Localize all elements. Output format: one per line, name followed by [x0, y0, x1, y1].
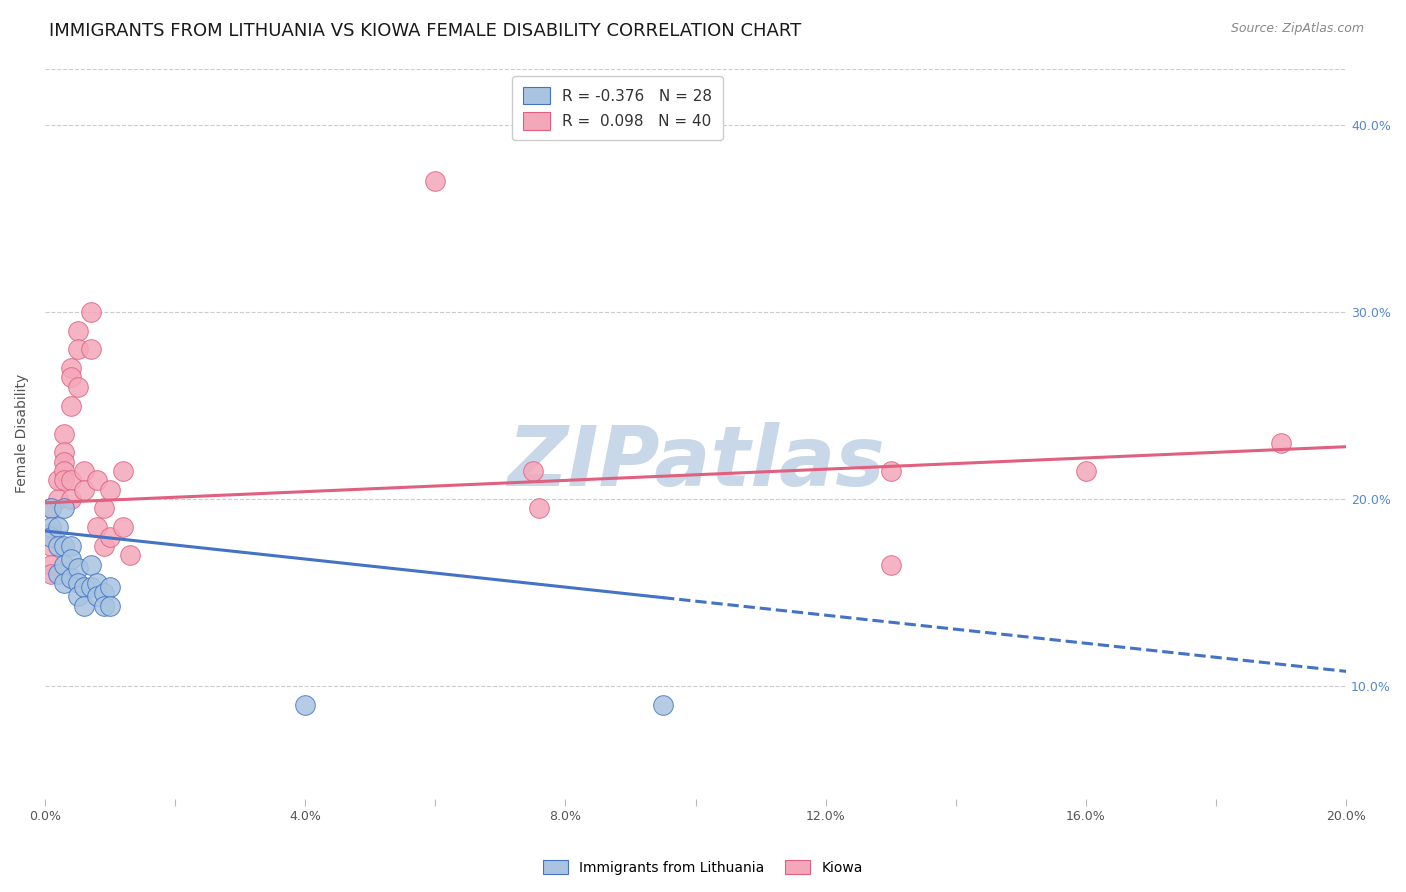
- Text: Source: ZipAtlas.com: Source: ZipAtlas.com: [1230, 22, 1364, 36]
- Point: [98, 530, 121, 544]
- Point: [1270, 436, 1292, 450]
- Point: [41, 539, 63, 553]
- Point: [41, 501, 63, 516]
- Point: [41, 501, 63, 516]
- Point: [53, 455, 76, 469]
- Point: [53, 501, 76, 516]
- Point: [93, 599, 115, 613]
- Point: [53, 474, 76, 488]
- Point: [46, 474, 69, 488]
- Point: [59, 370, 82, 384]
- Point: [118, 549, 141, 563]
- Point: [53, 464, 76, 478]
- Point: [66, 324, 89, 338]
- Point: [59, 399, 82, 413]
- Point: [59, 492, 82, 507]
- Point: [93, 585, 115, 599]
- Point: [59, 474, 82, 488]
- Point: [59, 361, 82, 376]
- Point: [46, 520, 69, 534]
- Point: [98, 483, 121, 497]
- Point: [86, 520, 108, 534]
- Point: [529, 501, 551, 516]
- Point: [66, 590, 89, 604]
- Point: [425, 174, 447, 188]
- Point: [66, 380, 89, 394]
- Point: [112, 520, 135, 534]
- Legend: R = -0.376   N = 28, R =  0.098   N = 40: R = -0.376 N = 28, R = 0.098 N = 40: [512, 76, 723, 140]
- Point: [652, 698, 675, 712]
- Point: [59, 552, 82, 566]
- Point: [1074, 464, 1097, 478]
- Point: [86, 576, 108, 591]
- Point: [79, 580, 101, 594]
- Point: [59, 539, 82, 553]
- Point: [294, 698, 316, 712]
- Point: [880, 464, 903, 478]
- Point: [86, 474, 108, 488]
- Point: [53, 558, 76, 572]
- Point: [41, 567, 63, 582]
- Point: [73, 580, 96, 594]
- Point: [522, 464, 544, 478]
- Point: [53, 539, 76, 553]
- Point: [112, 464, 135, 478]
- Point: [98, 580, 121, 594]
- Point: [53, 426, 76, 441]
- Text: IMMIGRANTS FROM LITHUANIA VS KIOWA FEMALE DISABILITY CORRELATION CHART: IMMIGRANTS FROM LITHUANIA VS KIOWA FEMAL…: [49, 22, 801, 40]
- Point: [41, 520, 63, 534]
- Point: [66, 576, 89, 591]
- Point: [79, 305, 101, 319]
- Point: [41, 558, 63, 572]
- Point: [41, 530, 63, 544]
- Point: [53, 576, 76, 591]
- Point: [66, 343, 89, 357]
- Text: ZIPatlas: ZIPatlas: [506, 422, 884, 503]
- Y-axis label: Female Disability: Female Disability: [15, 374, 30, 493]
- Point: [93, 501, 115, 516]
- Point: [86, 590, 108, 604]
- Point: [46, 539, 69, 553]
- Point: [880, 558, 903, 572]
- Point: [79, 343, 101, 357]
- Point: [59, 571, 82, 585]
- Point: [46, 492, 69, 507]
- Point: [98, 599, 121, 613]
- Point: [79, 558, 101, 572]
- Point: [41, 525, 63, 540]
- Point: [73, 464, 96, 478]
- Point: [66, 561, 89, 575]
- Point: [53, 445, 76, 459]
- Point: [73, 599, 96, 613]
- Legend: Immigrants from Lithuania, Kiowa: Immigrants from Lithuania, Kiowa: [537, 855, 869, 880]
- Point: [93, 539, 115, 553]
- Point: [73, 483, 96, 497]
- Point: [46, 567, 69, 582]
